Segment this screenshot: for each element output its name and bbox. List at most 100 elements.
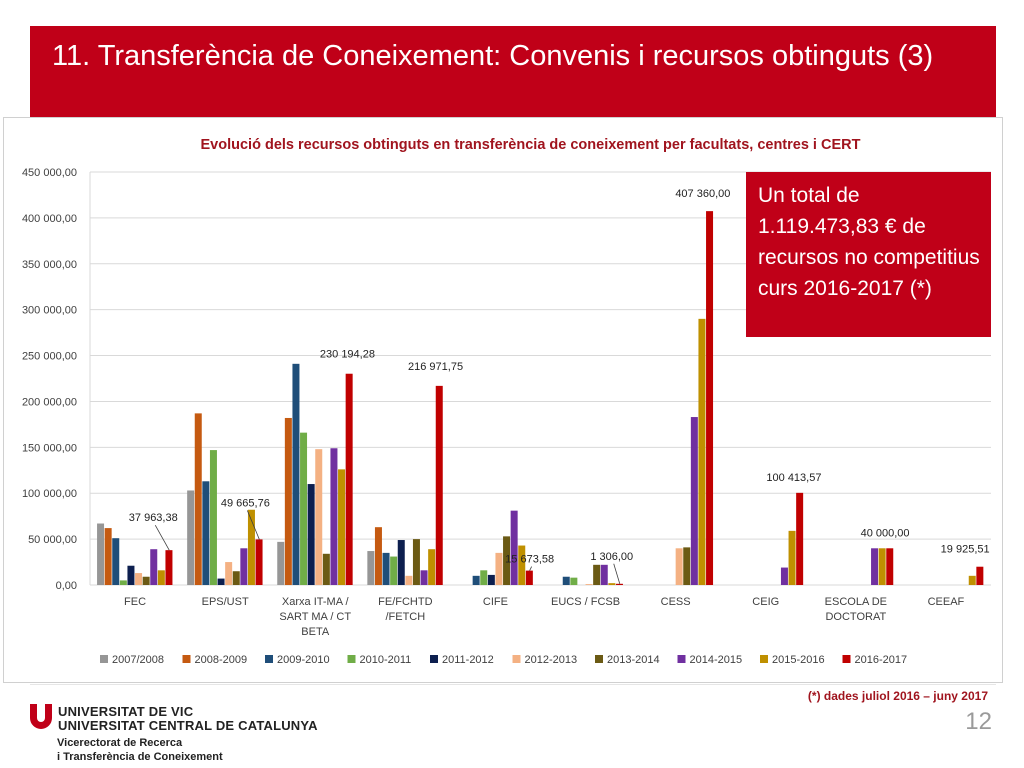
bar (209, 450, 217, 585)
page-number: 12 (965, 708, 992, 735)
slide-title: 11. Transferència de Coneixement: Conven… (52, 40, 934, 72)
legend-swatch (512, 655, 521, 663)
data-label: 19 925,51 (941, 544, 990, 556)
bar (968, 575, 976, 585)
bar (315, 449, 323, 585)
bar (412, 539, 420, 585)
legend-swatch (677, 655, 686, 663)
data-label: 49 665,76 (221, 497, 270, 509)
bar (97, 523, 105, 585)
bar (615, 583, 623, 585)
y-tick-label: 100 000,00 (22, 488, 77, 500)
data-label-leader (529, 566, 533, 571)
bar (698, 318, 706, 585)
x-tick-label: /FETCH (385, 611, 425, 623)
x-tick-label: DOCTORAT (825, 611, 886, 623)
divider (30, 684, 996, 685)
bar (690, 417, 698, 585)
bar (232, 571, 240, 585)
y-tick-label: 450 000,00 (22, 167, 77, 179)
bar (390, 556, 398, 585)
y-tick-label: 200 000,00 (22, 396, 77, 408)
y-tick-label: 400 000,00 (22, 213, 77, 225)
bar (405, 575, 413, 585)
bar (510, 510, 518, 585)
legend-swatch (760, 655, 768, 663)
legend-swatch (842, 655, 851, 663)
bar (150, 549, 158, 585)
bar (796, 492, 804, 585)
bar (683, 547, 691, 585)
bar (338, 469, 346, 585)
legend-label: 2016-2017 (855, 654, 908, 666)
data-label: 40 000,00 (861, 527, 910, 539)
y-tick-label: 250 000,00 (22, 351, 77, 363)
bar (420, 570, 428, 585)
legend-label: 2015-2016 (772, 654, 825, 666)
data-label-leader (613, 563, 621, 584)
bar (600, 564, 608, 585)
legend-label: 2013-2014 (607, 654, 660, 666)
y-tick-label: 0,00 (56, 580, 77, 592)
bar (593, 564, 601, 585)
legend-swatch (265, 655, 273, 663)
x-tick-label: CESS (661, 596, 691, 608)
bar (112, 538, 120, 585)
bar (127, 565, 135, 585)
bar (307, 484, 315, 585)
bar (202, 481, 210, 585)
bar (119, 580, 127, 585)
legend-label: 2010-2011 (360, 654, 412, 666)
x-tick-label: FE/FCHTD (378, 596, 432, 608)
bar (240, 548, 248, 585)
bar (284, 417, 292, 585)
title-banner: 11. Transferència de Coneixement: Conven… (30, 26, 996, 118)
total-callout: Un total de 1.119.473,83 € de recursos n… (746, 172, 991, 337)
bar (382, 552, 390, 585)
bar (608, 583, 616, 585)
legend-swatch (182, 655, 191, 663)
x-tick-label: SART MA / CT (279, 611, 351, 623)
bar (871, 548, 879, 585)
university-subname: UNIVERSITAT CENTRAL DE CATALUNYA (58, 718, 318, 733)
bar (217, 578, 225, 585)
y-tick-label: 300 000,00 (22, 305, 77, 317)
legend-label: 2008-2009 (195, 654, 248, 666)
y-tick-label: 150 000,00 (22, 442, 77, 454)
x-tick-label: CEIG (752, 596, 779, 608)
x-tick-label: CIFE (483, 596, 508, 608)
bar (157, 570, 165, 585)
bar (300, 432, 308, 585)
bar (780, 567, 788, 585)
legend-swatch (100, 655, 108, 663)
data-label: 216 971,75 (408, 361, 463, 373)
bar (277, 541, 285, 585)
bar (518, 545, 526, 585)
legend-label: 2012-2013 (525, 654, 578, 666)
bar (345, 373, 353, 585)
legend-label: 2007/2008 (112, 654, 164, 666)
bar (495, 552, 503, 585)
bar (330, 448, 338, 585)
bar (525, 570, 533, 585)
chart-title: Evolució dels recursos obtinguts en tran… (201, 137, 861, 153)
data-label: 100 413,57 (766, 472, 821, 484)
bar (428, 549, 436, 585)
bar (142, 576, 150, 585)
bar (886, 548, 894, 585)
bar (878, 548, 886, 585)
footnote: (*) dades juliol 2016 – juny 2017 (807, 689, 988, 703)
bar (480, 570, 488, 585)
bar (472, 575, 480, 585)
bar (292, 363, 300, 585)
legend-label: 2014-2015 (690, 654, 743, 666)
bar (585, 584, 593, 585)
vicerectorat-line-1: Vicerectorat de Recerca (57, 737, 183, 749)
bar (194, 413, 202, 585)
bar (788, 530, 796, 585)
bar (165, 550, 173, 585)
bar (435, 385, 443, 585)
x-tick-label: EPS/UST (202, 596, 249, 608)
bar (225, 562, 233, 585)
x-tick-label: ESCOLA DE (825, 596, 887, 608)
